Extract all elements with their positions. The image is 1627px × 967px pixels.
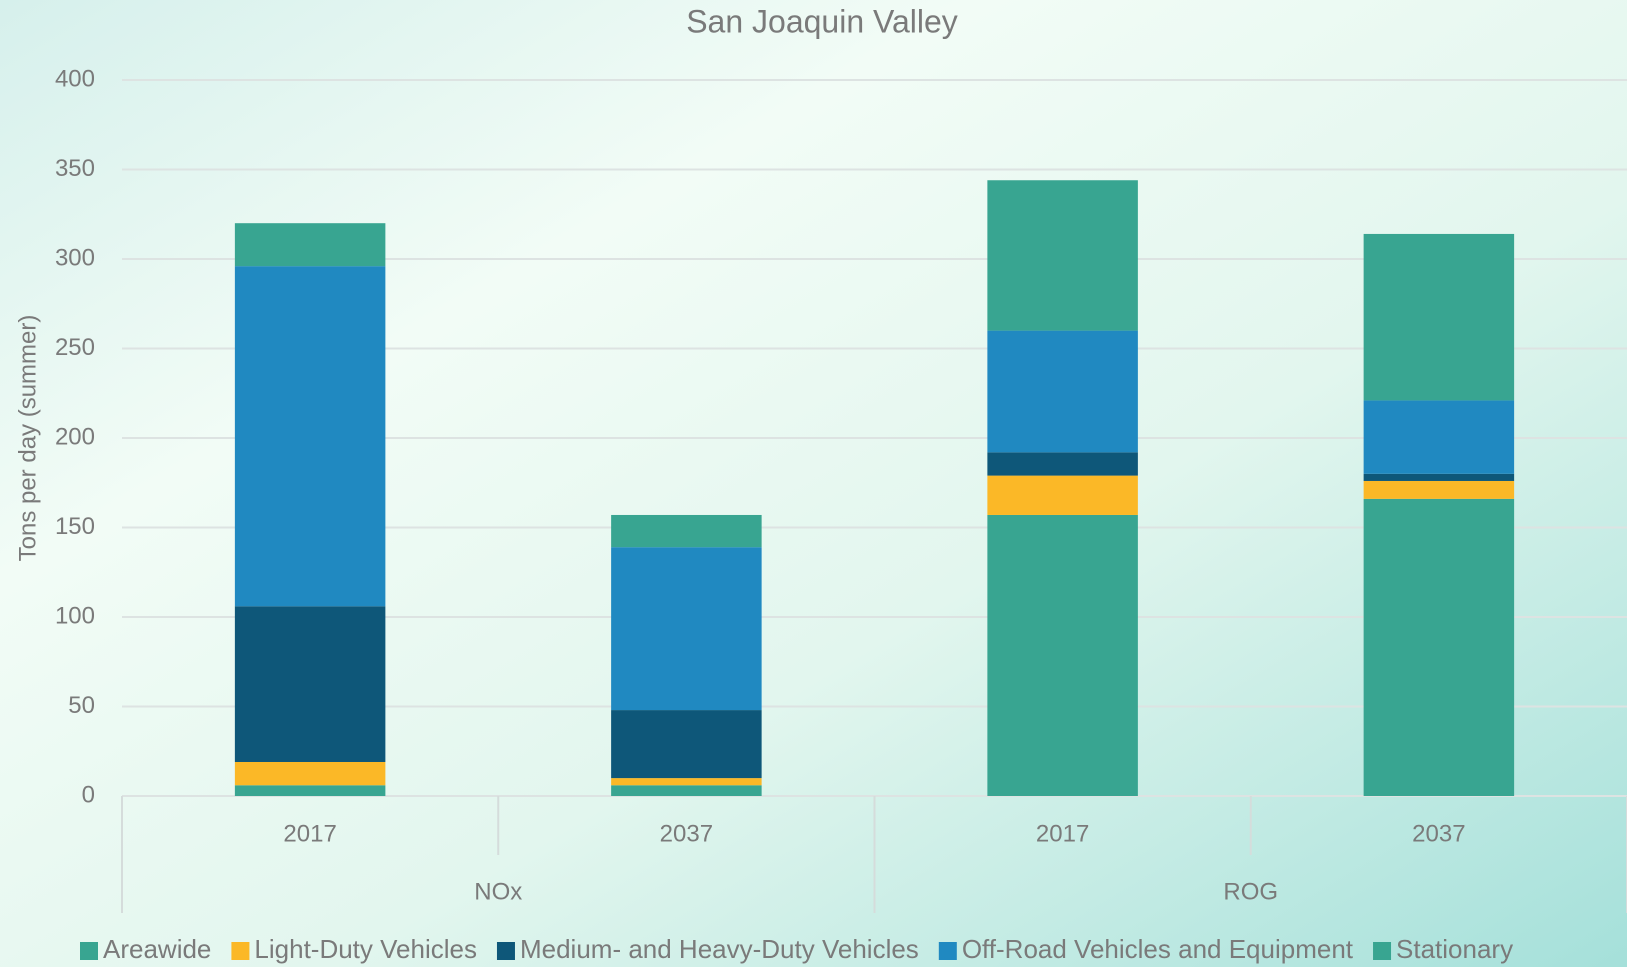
legend-swatch [231, 942, 250, 960]
legend-label: Light-Duty Vehicles [254, 934, 477, 964]
bar-segment [1363, 498, 1515, 796]
y-tick-label: 350 [55, 155, 95, 182]
bar-segment [1363, 473, 1515, 481]
y-tick-label: 300 [55, 244, 95, 271]
y-tick-label: 100 [55, 602, 95, 629]
y-tick-label: 0 [82, 781, 95, 808]
group-label: ROG [1223, 878, 1278, 905]
bar-segment [611, 785, 762, 796]
legend-label: Medium- and Heavy-Duty Vehicles [520, 934, 919, 964]
x-tick-label: 2037 [1412, 820, 1465, 847]
y-tick-label: 400 [55, 65, 95, 92]
bar-segment [1363, 233, 1515, 401]
bar-segment [987, 475, 1138, 515]
y-axis-label: Tons per day (summer) [14, 315, 41, 562]
legend-swatch [80, 942, 98, 960]
legend-label: Areawide [103, 934, 211, 964]
x-tick-label: 2017 [1036, 820, 1089, 847]
y-tick-label: 150 [55, 513, 95, 540]
bar-segment [987, 330, 1138, 453]
bar-segment [611, 514, 762, 548]
bar-segment [1363, 480, 1515, 499]
group-label: NOx [474, 878, 522, 905]
bar-segment [234, 606, 386, 762]
bar-segment [611, 710, 762, 779]
legend-label: Stationary [1396, 934, 1513, 964]
bar-segment [234, 761, 386, 786]
chart-title: San Joaquin Valley [686, 3, 958, 39]
bar-segment [987, 180, 1138, 331]
bar-segment [611, 778, 762, 786]
x-tick-label: 2017 [283, 820, 336, 847]
bar-segment [611, 547, 762, 711]
legend-swatch [938, 942, 957, 960]
bar-segment [987, 514, 1138, 796]
bar-segment [234, 785, 386, 796]
y-tick-label: 250 [55, 334, 95, 361]
legend-label: Off-Road Vehicles and Equipment [962, 934, 1354, 964]
y-tick-label: 200 [55, 423, 95, 450]
legend-swatch [1373, 942, 1392, 960]
bar-segment [234, 223, 386, 267]
legend-swatch [496, 942, 515, 960]
bar-segment [987, 452, 1138, 476]
x-tick-label: 2037 [660, 820, 713, 847]
bar-segment [234, 266, 386, 607]
bar-segment [1363, 400, 1515, 474]
y-tick-label: 50 [68, 692, 95, 719]
